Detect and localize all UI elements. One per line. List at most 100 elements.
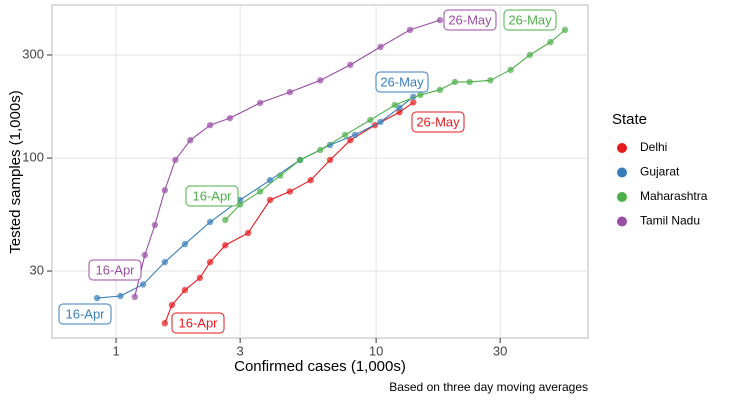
- series-line: [97, 96, 414, 299]
- point: [377, 43, 384, 51]
- point: [307, 176, 314, 184]
- point-label: 26-May: [411, 111, 465, 133]
- point: [172, 156, 179, 164]
- point: [436, 86, 444, 94]
- label-box: [375, 71, 429, 93]
- point: [377, 118, 384, 126]
- point: [206, 258, 214, 266]
- point: [396, 104, 403, 111]
- point: [296, 156, 304, 164]
- point: [436, 16, 444, 24]
- point: [236, 196, 244, 204]
- point: [244, 229, 252, 237]
- point: [181, 240, 189, 248]
- point: [286, 88, 294, 96]
- point: [351, 131, 359, 139]
- point: [507, 66, 514, 74]
- point: [417, 91, 424, 99]
- point: [206, 121, 214, 129]
- label-text: 26-May: [448, 12, 492, 27]
- point: [131, 293, 138, 301]
- point: [256, 188, 264, 195]
- caption: Based on three day moving averages: [389, 380, 588, 394]
- point: [161, 258, 169, 266]
- point: [187, 136, 194, 144]
- point: [256, 99, 264, 107]
- point: [196, 274, 204, 282]
- legend-label: Gujarat: [640, 165, 680, 179]
- label-text: 26-May: [380, 74, 424, 89]
- y-tick-label: 100: [22, 150, 44, 165]
- point: [181, 286, 189, 294]
- point: [451, 78, 459, 86]
- point: [326, 156, 334, 164]
- label-box: [88, 259, 142, 281]
- label-text: 16-Apr: [192, 188, 232, 203]
- point: [277, 172, 284, 179]
- y-tick-label: 300: [22, 46, 44, 61]
- point-label: 16-Apr: [185, 185, 239, 207]
- point: [466, 78, 473, 86]
- point: [547, 38, 554, 46]
- x-tick-label: 1: [112, 343, 119, 358]
- point: [367, 116, 374, 124]
- point: [341, 131, 349, 139]
- point-label: 26-May: [503, 9, 557, 31]
- label-text: 26-May: [508, 12, 552, 27]
- point: [317, 146, 324, 154]
- point: [406, 26, 414, 34]
- x-axis-title: Confirmed cases (1,000s): [234, 358, 406, 375]
- legend-label: Maharashtra: [640, 189, 708, 203]
- legend-label: Delhi: [640, 140, 667, 154]
- x-tick-label: 10: [369, 343, 383, 358]
- point: [347, 136, 354, 144]
- label-box: [503, 9, 557, 31]
- label-box: [58, 303, 112, 325]
- label-box: [411, 111, 465, 133]
- point: [161, 320, 169, 327]
- label-text: 26-May: [416, 114, 460, 129]
- point: [487, 77, 494, 84]
- point: [286, 188, 294, 195]
- legend-swatch: [617, 143, 627, 153]
- label-text: 16-Apr: [178, 315, 218, 330]
- point: [526, 51, 533, 59]
- label-text: 16-Apr: [95, 262, 135, 277]
- legend-swatch: [617, 192, 627, 202]
- point: [117, 292, 124, 300]
- x-tick-label: 30: [493, 343, 507, 358]
- legend-label: Tamil Nadu: [640, 214, 700, 228]
- point: [139, 281, 147, 288]
- label-text: 16-Apr: [65, 306, 105, 321]
- x-tick-label: 3: [237, 343, 244, 358]
- legend-swatch: [617, 216, 627, 227]
- point: [226, 114, 234, 122]
- point: [168, 301, 176, 309]
- point: [141, 251, 149, 259]
- y-tick-label: 30: [30, 262, 44, 277]
- point: [391, 101, 398, 109]
- point-label: 16-Apr: [88, 259, 142, 281]
- point-label: 16-Apr: [171, 312, 225, 334]
- point: [93, 294, 101, 302]
- point: [222, 216, 229, 224]
- label-box: [443, 9, 497, 31]
- legend-swatch: [617, 167, 627, 178]
- label-box: [171, 312, 225, 334]
- point: [317, 77, 324, 84]
- point-label: 26-May: [375, 71, 429, 93]
- series-line: [224, 29, 566, 221]
- point: [236, 201, 244, 208]
- point-label: 16-Apr: [58, 303, 112, 325]
- point: [222, 242, 229, 249]
- legend-title: State: [612, 111, 647, 128]
- label-box: [185, 185, 239, 207]
- point: [347, 61, 354, 69]
- point: [161, 187, 169, 194]
- point: [266, 196, 274, 204]
- point: [410, 99, 417, 106]
- point: [206, 218, 214, 226]
- point: [396, 109, 403, 116]
- y-axis-title: Tested samples (1,000s): [7, 90, 24, 253]
